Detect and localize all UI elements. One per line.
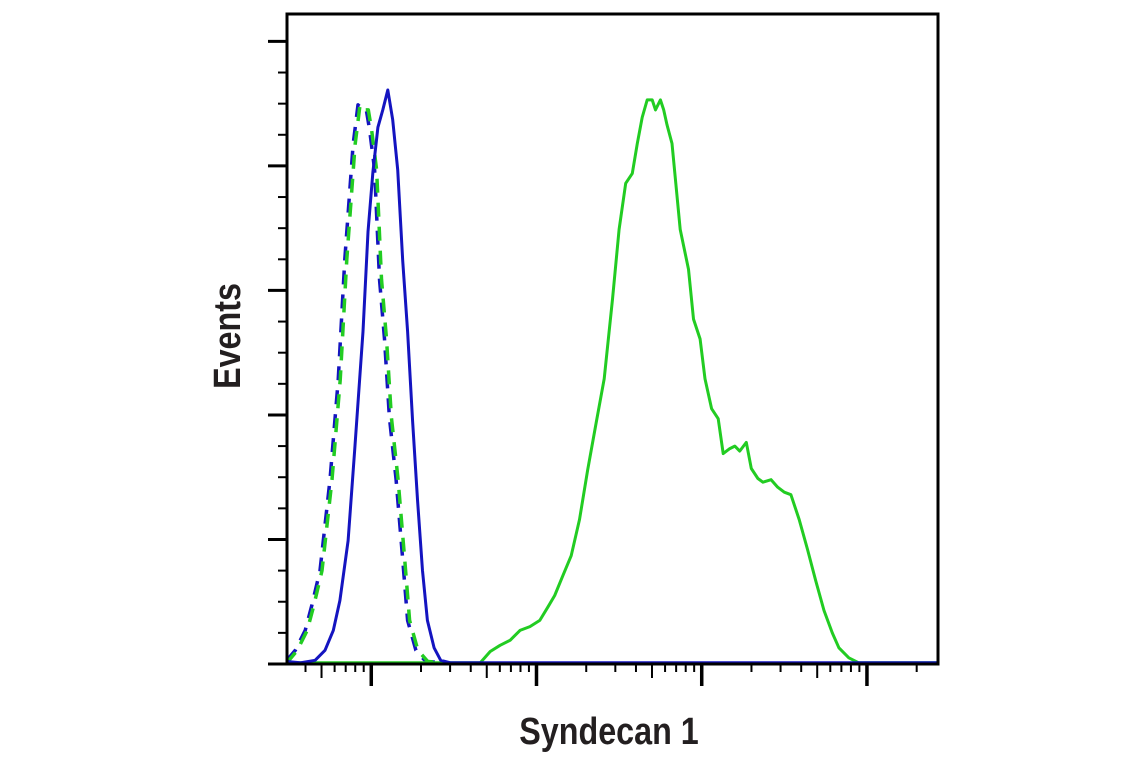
series-dashed-blue (285, 103, 446, 665)
series-solid-green (287, 98, 938, 665)
x-axis-label: Syndecan 1 (519, 711, 698, 753)
plot-frame (285, 12, 940, 666)
histogram-series (285, 88, 938, 665)
series-solid-blue (286, 88, 938, 665)
series-dashed-green (287, 103, 448, 665)
y-axis-label: Events (207, 283, 249, 389)
